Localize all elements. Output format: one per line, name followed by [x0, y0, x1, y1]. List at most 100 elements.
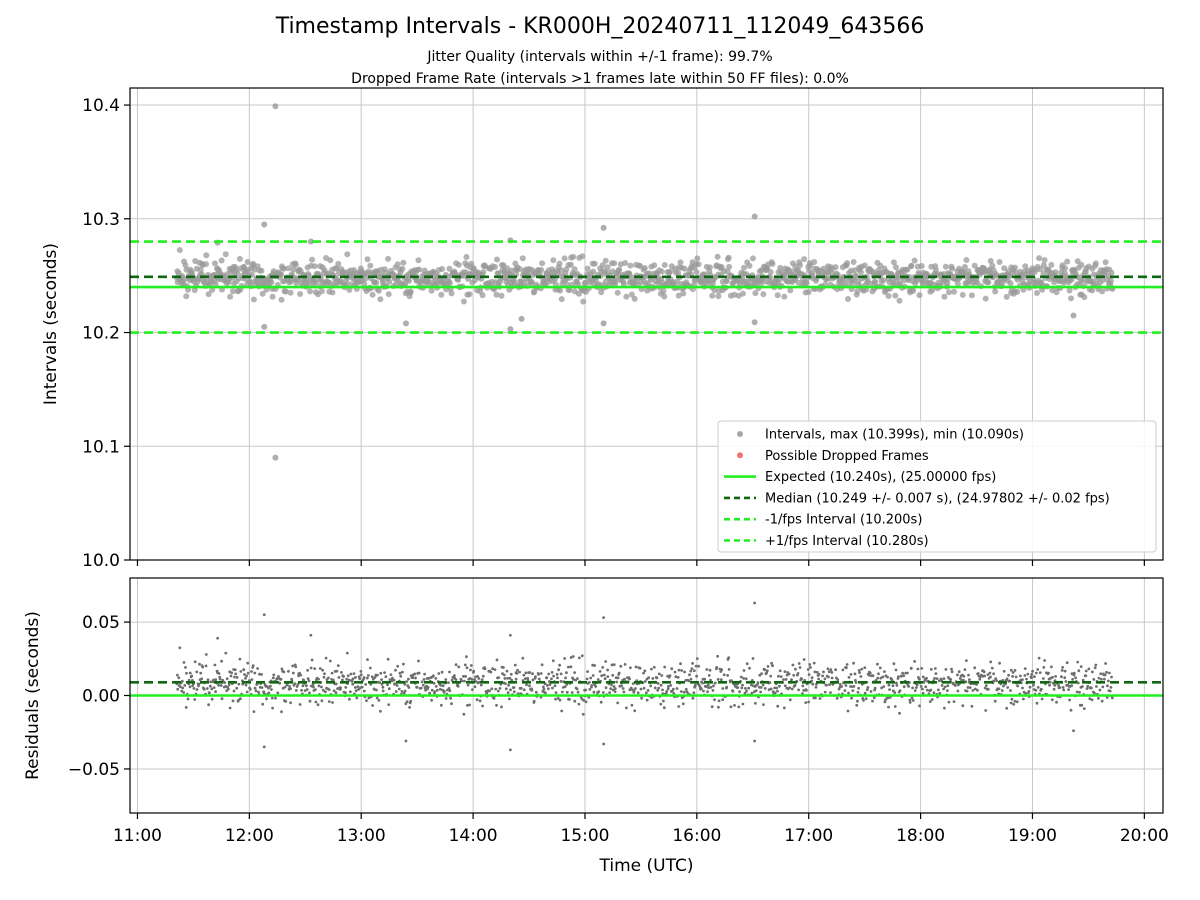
top-point: [989, 262, 996, 269]
bottom-point: [827, 675, 830, 679]
bottom-point: [1092, 678, 1096, 681]
bottom-point: [335, 669, 339, 673]
bottom-point: [659, 702, 663, 706]
bottom-point: [522, 673, 526, 677]
bottom-point: [846, 709, 850, 713]
bottom-point: [854, 679, 857, 682]
top-point: [616, 266, 623, 273]
bottom-point: [466, 683, 470, 687]
bottom-point: [551, 686, 554, 690]
bottom-point: [301, 684, 305, 688]
bottom-point: [306, 677, 310, 680]
top-point: [584, 265, 591, 272]
top-point: [1081, 294, 1088, 301]
bottom-point: [989, 660, 993, 664]
bottom-point: [539, 672, 543, 675]
bottom-point: [971, 689, 975, 692]
bottom-point: [729, 705, 733, 709]
bottom-point: [621, 687, 625, 690]
top-point: [658, 268, 665, 275]
bottom-point: [257, 690, 260, 694]
top-point: [1037, 266, 1044, 273]
top-point: [236, 255, 243, 262]
bottom-point: [1015, 700, 1019, 704]
bottom-point: [202, 687, 206, 691]
bottom-point: [531, 672, 534, 676]
bottom-point: [250, 670, 253, 673]
bottom-point: [318, 667, 322, 670]
top-point: [400, 259, 407, 266]
bottom-point: [1091, 670, 1094, 674]
bottom-outlier-point: [602, 742, 606, 746]
bottom-point: [383, 671, 386, 674]
bottom-point: [253, 671, 257, 675]
bottom-point: [1060, 675, 1063, 679]
top-point: [446, 280, 453, 287]
bottom-point: [473, 678, 477, 682]
bottom-point: [1081, 678, 1085, 682]
top-point: [539, 260, 546, 267]
bottom-point: [386, 657, 390, 661]
bottom-point: [207, 703, 211, 707]
bottom-point: [210, 687, 214, 691]
bottom-point: [354, 676, 357, 679]
top-point: [1099, 277, 1106, 284]
bottom-outlier-point: [602, 616, 606, 620]
bottom-point: [1076, 681, 1080, 685]
bottom-point: [745, 689, 748, 693]
bottom-point: [765, 669, 769, 673]
top-point: [611, 260, 618, 267]
bottom-point: [245, 690, 249, 694]
bottom-point: [907, 685, 911, 688]
bottom-point: [706, 690, 709, 694]
bottom-point: [593, 664, 597, 667]
top-point: [885, 293, 892, 299]
bottom-point: [1035, 701, 1039, 705]
bottom-point: [975, 683, 978, 686]
bottom-point: [676, 676, 680, 679]
bottom-point: [444, 678, 448, 681]
bottom-point: [921, 675, 925, 679]
top-point: [996, 259, 1003, 265]
bottom-point: [675, 687, 679, 690]
top-point: [918, 263, 925, 269]
bottom-outlier-point: [216, 636, 220, 640]
bottom-point: [176, 673, 179, 677]
top-point: [961, 264, 968, 270]
bottom-point: [220, 697, 224, 701]
bottom-point: [589, 676, 593, 680]
bottom-point: [1078, 690, 1081, 694]
bottom-point: [1032, 683, 1035, 687]
bottom-point: [334, 691, 338, 695]
bottom-point: [381, 685, 385, 689]
bottom-point: [212, 678, 215, 682]
bottom-point: [970, 704, 974, 708]
top-point: [278, 271, 284, 278]
bottom-point: [491, 667, 494, 671]
bottom-point: [228, 706, 232, 710]
bottom-point: [430, 688, 434, 692]
bottom-point: [954, 684, 957, 687]
bottom-point: [888, 688, 891, 691]
bottom-point: [428, 691, 431, 695]
bottom-point: [740, 686, 744, 690]
bottom-point: [693, 683, 697, 687]
bottom-point: [856, 690, 860, 694]
bottom-point: [829, 691, 832, 694]
bottom-point: [1033, 675, 1036, 679]
bottom-point: [282, 670, 286, 674]
bottom-point: [623, 677, 626, 681]
bottom-point: [377, 698, 381, 702]
bottom-point: [316, 703, 320, 707]
top-point: [318, 288, 325, 295]
top-point: [963, 257, 970, 263]
bottom-point: [481, 704, 484, 708]
bottom-point: [776, 704, 780, 708]
bottom-point: [1063, 676, 1067, 680]
bottom-point: [272, 673, 276, 677]
top-point: [268, 279, 275, 286]
bottom-point: [776, 689, 779, 693]
bottom-point: [464, 675, 467, 678]
bottom-point: [577, 656, 581, 660]
bottom-point: [804, 701, 808, 704]
